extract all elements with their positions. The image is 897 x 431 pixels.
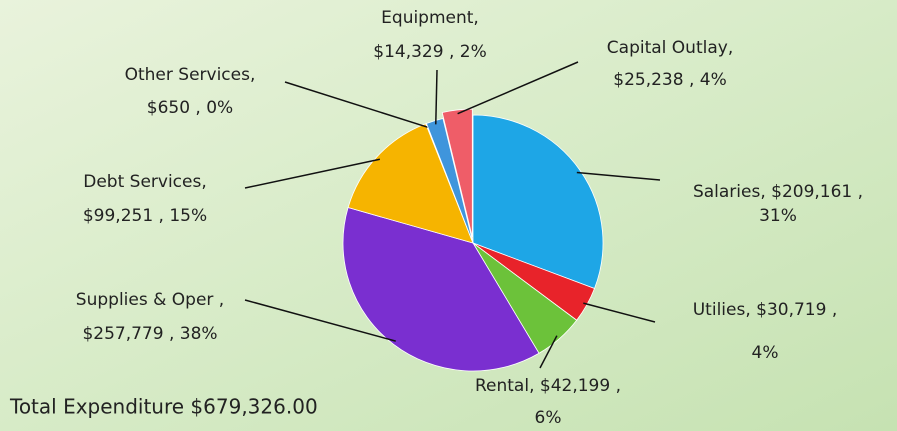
data-label: 4% [752,343,779,363]
leader-line [435,69,438,125]
leader-line [576,171,661,181]
leader-line [244,158,381,189]
data-label: $14,329 , 2% [373,42,486,62]
pie-slice [441,108,473,238]
data-label: Equipment, [381,8,479,28]
data-label: $650 , 0% [147,98,233,118]
data-label: Capital Outlay, [607,38,733,58]
leader-line [457,61,579,115]
pie-slice [347,123,474,244]
pie-slice [472,114,604,290]
leader-line [244,299,396,342]
pie-slice [342,207,540,372]
leader-line [284,81,428,128]
data-label: Supplies & Oper , [76,290,224,310]
leader-line [583,302,656,323]
total-annotation: Total Expenditure $679,326.00 [9,395,318,419]
leader-line [539,335,558,369]
data-label: Debt Services, [83,172,207,192]
data-label: $99,251 , 15% [83,206,207,226]
pie-slice [425,117,474,244]
data-label: Rental, $42,199 , [475,376,621,396]
data-label: Utilies, $30,719 , [693,300,838,320]
data-label: $25,238 , 4% [613,70,726,90]
data-label: 6% [535,408,562,428]
data-label: $257,779 , 38% [82,324,217,344]
data-label: Other Services, [125,65,256,85]
data-label: Salaries, $209,161 , [693,182,863,202]
data-label: 31% [759,206,797,226]
